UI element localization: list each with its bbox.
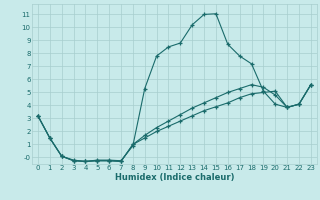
X-axis label: Humidex (Indice chaleur): Humidex (Indice chaleur) — [115, 173, 234, 182]
